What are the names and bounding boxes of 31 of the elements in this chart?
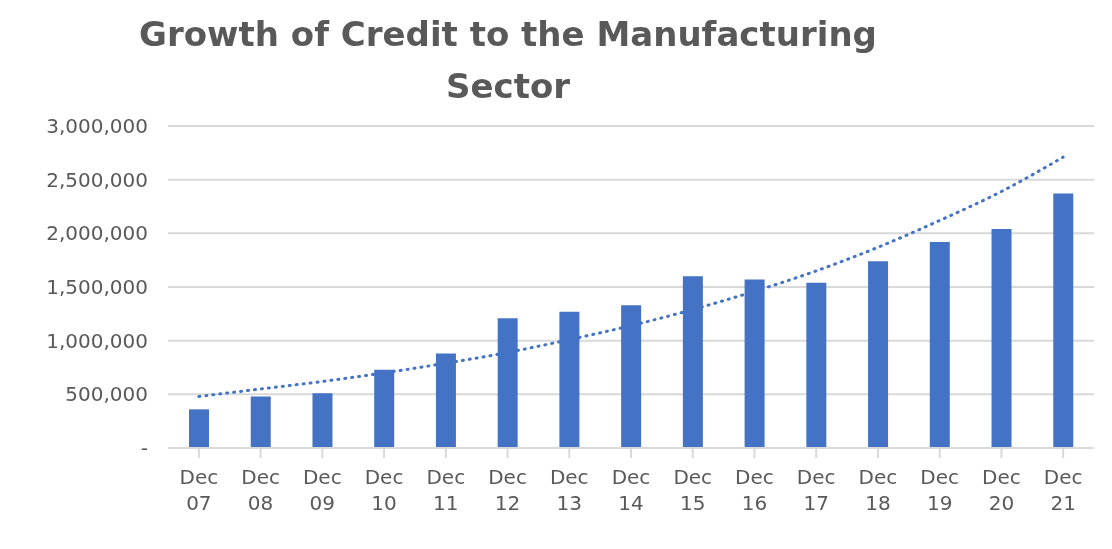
x-tick-label: Dec 18 <box>858 465 898 515</box>
bar <box>250 396 271 448</box>
y-tick-label: 1,000,000 <box>46 328 148 353</box>
y-tick-label: 1,500,000 <box>46 275 148 300</box>
x-tick-label: Dec 11 <box>426 465 466 515</box>
x-tick-label: Dec 19 <box>920 465 960 515</box>
bar <box>929 241 950 448</box>
x-tick-label: Dec 17 <box>796 465 836 515</box>
x-tick-label: Dec 10 <box>364 465 404 515</box>
x-tick-label: Dec 15 <box>673 465 713 515</box>
bar <box>806 282 827 448</box>
bar <box>991 229 1012 448</box>
x-tick-label: Dec 20 <box>982 465 1021 515</box>
bar <box>189 409 209 448</box>
x-tick-label: Dec 12 <box>488 465 527 515</box>
y-tick-label: 2,000,000 <box>46 221 148 246</box>
y-tick-label: 3,000,000 <box>46 114 148 139</box>
x-tick-label: Dec 08 <box>241 465 280 515</box>
x-tick-label: Dec 21 <box>1043 465 1083 515</box>
y-tick-label: - <box>140 436 148 461</box>
x-tick-label: Dec 14 <box>611 465 651 515</box>
x-tick-label: Dec 16 <box>735 465 774 515</box>
bar <box>312 393 333 448</box>
x-tick-label: Dec 13 <box>549 465 589 515</box>
x-tick-label: Dec 07 <box>179 465 219 515</box>
bar <box>1053 193 1074 448</box>
x-tick-label: Dec 09 <box>302 465 342 515</box>
bar <box>868 261 889 448</box>
chart-title: Growth of Credit to the Manufacturing Sector <box>138 13 878 108</box>
y-tick-label: 500,000 <box>65 382 148 407</box>
y-tick-label: 2,500,000 <box>46 167 148 192</box>
